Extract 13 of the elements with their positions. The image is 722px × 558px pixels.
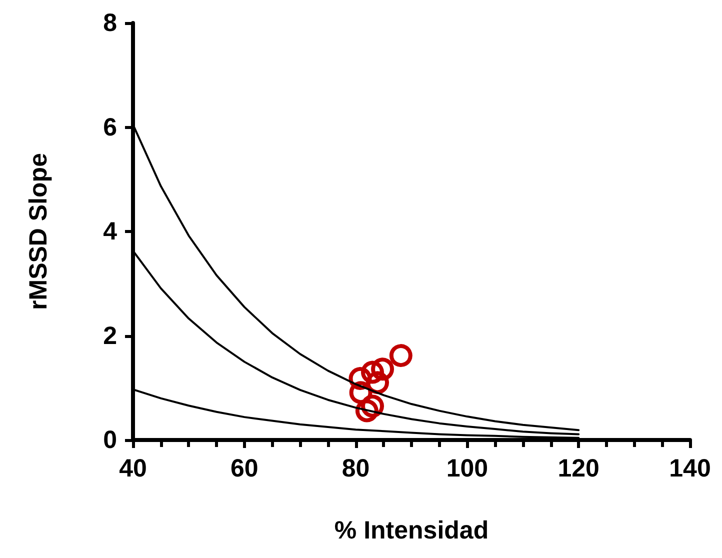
y-tick-label: 8 xyxy=(103,9,118,37)
x-tick-label: 140 xyxy=(669,454,711,482)
x-tick-label: 80 xyxy=(342,454,370,482)
x-axis-title: % Intensidad xyxy=(334,516,489,544)
y-tick-label: 0 xyxy=(103,426,117,454)
y-tick-label: 2 xyxy=(103,322,117,350)
x-tick-label: 100 xyxy=(446,454,488,482)
y-tick-label: 4 xyxy=(103,218,118,246)
x-tick-label: 60 xyxy=(230,454,258,482)
y-axis-title: rMSSD Slope xyxy=(24,152,52,310)
x-tick-label: 120 xyxy=(558,454,600,482)
x-tick-label: 40 xyxy=(119,454,147,482)
y-tick-label: 6 xyxy=(103,113,117,142)
